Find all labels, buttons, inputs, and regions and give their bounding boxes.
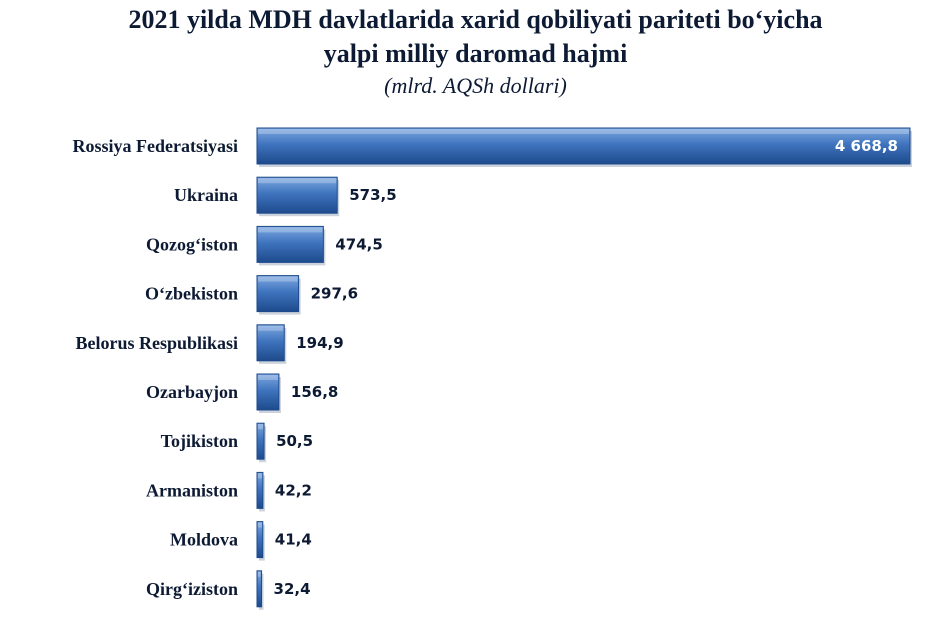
bar bbox=[256, 471, 264, 509]
category-label: Ukraina bbox=[174, 185, 238, 205]
value-label: 41,4 bbox=[275, 531, 312, 549]
value-label: 32,4 bbox=[274, 580, 311, 598]
bar bbox=[256, 275, 300, 313]
bars-group: Rossiya Federatsiyasi 4 668,8 Ukraina 573,5… bbox=[73, 127, 912, 610]
value-label: 194,9 bbox=[296, 334, 343, 352]
category-label: Qirg‘iziston bbox=[146, 579, 238, 599]
bar bbox=[256, 225, 324, 263]
bar bbox=[256, 324, 285, 362]
chart-subtitle: (mlrd. AQSh dollari) bbox=[384, 73, 567, 98]
bar bbox=[256, 422, 265, 460]
category-label: Tojikiston bbox=[161, 431, 238, 451]
bar-highlight bbox=[258, 276, 298, 282]
bar bbox=[256, 127, 911, 165]
category-label: Belorus Respublikasi bbox=[75, 333, 238, 353]
value-label: 474,5 bbox=[335, 235, 382, 253]
bar bbox=[256, 521, 264, 559]
bar-highlight bbox=[258, 227, 323, 233]
value-label: 573,5 bbox=[349, 186, 396, 204]
bar-highlight bbox=[258, 571, 261, 577]
category-label: Moldova bbox=[170, 530, 238, 550]
value-label: 4 668,8 bbox=[835, 137, 898, 155]
bar-highlight bbox=[258, 522, 262, 528]
bar-highlight bbox=[258, 178, 337, 184]
value-label: 42,2 bbox=[275, 481, 312, 499]
bar bbox=[256, 176, 338, 214]
bar-highlight bbox=[258, 473, 262, 479]
chart-title-line-2: yalpi milliy daromad hajmi bbox=[323, 39, 628, 68]
category-label: Ozarbayjon bbox=[146, 382, 238, 402]
category-label: O‘zbekiston bbox=[145, 284, 238, 304]
bar bbox=[256, 570, 263, 608]
bar-highlight bbox=[258, 325, 284, 331]
category-label: Rossiya Federatsiyasi bbox=[73, 136, 239, 156]
category-label: Qozog‘iston bbox=[146, 234, 238, 254]
bar bbox=[256, 373, 280, 411]
value-label: 297,6 bbox=[311, 285, 358, 303]
chart-title-line-1: 2021 yilda MDH davlatlarida xarid qobili… bbox=[128, 5, 823, 34]
bar-highlight bbox=[258, 424, 264, 430]
bar-highlight bbox=[258, 129, 909, 134]
category-label: Armaniston bbox=[146, 480, 238, 500]
value-label: 50,5 bbox=[276, 432, 313, 450]
bar-highlight bbox=[258, 375, 278, 380]
value-label: 156,8 bbox=[291, 383, 338, 401]
